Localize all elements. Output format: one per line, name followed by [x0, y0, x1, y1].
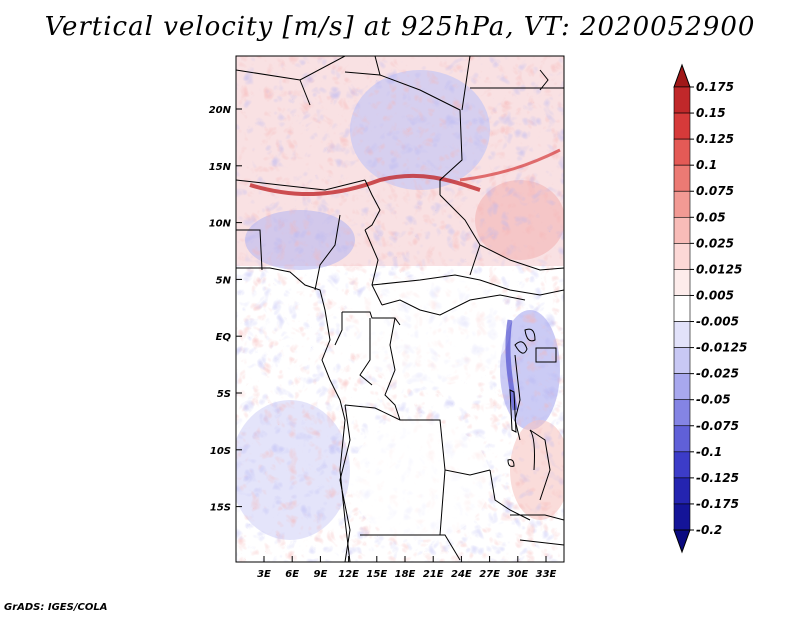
lat-label: 20N [209, 105, 232, 116]
lon-label: 15E [366, 569, 387, 580]
colorbar-label: 0.15 [696, 106, 726, 120]
lon-label: 3E [257, 569, 271, 580]
colorbar-segment [673, 164, 691, 192]
colorbar-label: 0.05 [696, 210, 726, 224]
colorbar-segment [673, 295, 691, 322]
lon-label: 30E [507, 569, 528, 580]
lat-label: 5S [217, 389, 231, 400]
colorbar-label: 0.075 [696, 184, 734, 198]
colorbar-segment [673, 86, 691, 114]
colorbar-bottom-arrow [673, 529, 691, 554]
colorbar-segment [673, 216, 691, 244]
colorbar-label: -0.025 [696, 367, 739, 381]
colorbar-segment [673, 347, 691, 374]
country-borders [236, 56, 564, 562]
lon-label: 21E [423, 569, 444, 580]
colorbar-segment [673, 138, 691, 166]
lat-label: 10N [209, 219, 232, 230]
colorbar-segment [673, 399, 691, 427]
colorbar-label: -0.0125 [696, 341, 747, 355]
latitude-axis: 20N 15N 10N 5N EQ 5S 10S 15S [209, 105, 242, 514]
colorbar-label: -0.005 [696, 315, 739, 329]
lon-label: 6E [285, 569, 299, 580]
grads-credit: GrADS: IGES/COLA [4, 602, 108, 613]
lat-label: 5N [216, 275, 232, 286]
colorbar-label: 0.1 [696, 158, 717, 172]
colorbar-segment [673, 425, 691, 453]
colorbar-segment [673, 373, 691, 401]
colorbar-segment [673, 112, 691, 140]
colorbar-label: -0.2 [696, 523, 722, 537]
lon-label: 12E [338, 569, 359, 580]
lon-label: 9E [314, 569, 328, 580]
colorbar-label: 0.0125 [696, 262, 742, 276]
colorbar-top-arrow [673, 63, 691, 88]
lon-label: 18E [395, 569, 416, 580]
lon-label: 33E [536, 569, 557, 580]
colorbar-label: -0.125 [696, 471, 739, 485]
colorbar-label: 0.025 [696, 236, 734, 250]
lat-label: 15S [210, 503, 231, 514]
vertical-velocity-field [236, 56, 564, 562]
colorbar-segment [673, 321, 691, 348]
colorbar-segment [673, 451, 691, 479]
lat-label: 10S [210, 446, 231, 457]
colorbar-label: -0.075 [696, 419, 739, 433]
lakes [507, 328, 536, 471]
lat-label: 15N [209, 162, 232, 173]
colorbar-segment [673, 503, 691, 531]
longitude-axis: 3E 6E 9E 12E 15E 18E 21E 24E 27E 30E 33E [257, 556, 557, 580]
lon-label: 24E [451, 569, 472, 580]
colorbar-label: -0.05 [696, 393, 731, 407]
colorbar-segment [673, 477, 691, 505]
colorbar-label: 0.175 [696, 80, 734, 94]
colorbar: 0.175 0.15 0.125 0.1 0.075 0.05 0.025 0.0125 0.0… [673, 63, 747, 554]
map-title: Vertical velocity [m/s] at 925hPa, VT: 2… [44, 12, 756, 42]
colorbar-label: 0.005 [696, 288, 734, 302]
coastline [236, 267, 351, 562]
colorbar-segment [673, 243, 691, 270]
colorbar-segment [673, 269, 691, 296]
map-frame [235, 55, 565, 563]
colorbar-label: -0.1 [696, 445, 722, 459]
colorbar-segment [673, 190, 691, 218]
lat-label: EQ [216, 332, 232, 343]
colorbar-label: -0.175 [696, 497, 739, 511]
lon-label: 27E [479, 569, 500, 580]
colorbar-label: 0.125 [696, 132, 734, 146]
